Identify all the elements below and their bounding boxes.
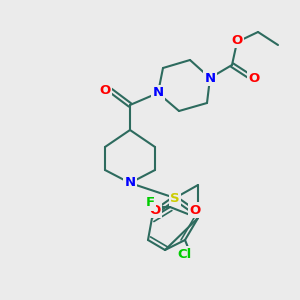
Text: O: O: [189, 203, 201, 217]
Text: O: O: [231, 34, 243, 46]
Text: O: O: [149, 203, 161, 217]
Text: O: O: [99, 83, 111, 97]
Text: O: O: [248, 71, 260, 85]
Text: F: F: [146, 196, 154, 209]
Text: N: N: [204, 71, 216, 85]
Text: Cl: Cl: [178, 248, 192, 260]
Text: N: N: [124, 176, 136, 190]
Text: N: N: [152, 86, 164, 100]
Text: S: S: [170, 191, 180, 205]
